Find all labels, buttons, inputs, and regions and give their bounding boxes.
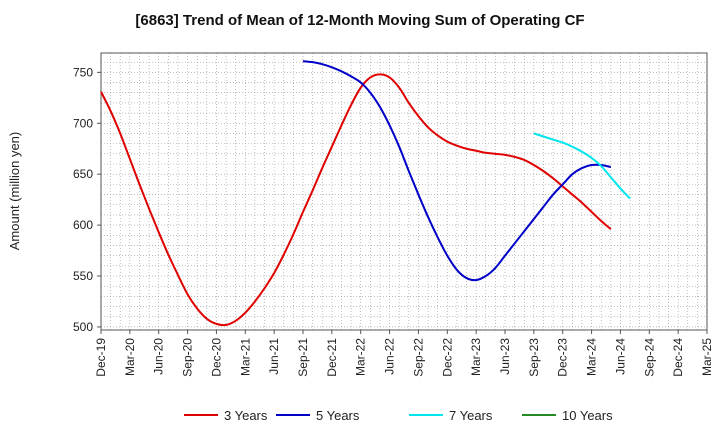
legend-label-7-years: 7 Years [449,408,493,423]
legend-label-5-years: 5 Years [316,408,360,423]
chart-title: [6863] Trend of Mean of 12-Month Moving … [135,12,585,29]
y-tick-label: 550 [73,269,93,283]
x-tick-label: Sep-21 [296,338,310,377]
x-tick-label: Dec-20 [209,338,223,377]
x-tick-label: Dec-21 [325,338,339,377]
x-tick-label: Mar-22 [354,338,368,376]
x-tick-label: Jun-21 [267,338,281,375]
legend-label-3-years: 3 Years [224,408,268,423]
x-tick-label: Mar-25 [700,338,714,376]
series-layer [100,60,631,327]
x-tick-label: Dec-23 [556,338,570,377]
series-line-3-years [100,73,612,327]
x-tick-label: Jun-20 [152,338,166,375]
legend-label-10-years: 10 Years [562,408,613,423]
series-line-7-years [533,132,631,200]
series-line-5-years [302,60,612,282]
y-tick-label: 700 [73,116,93,130]
y-tick-label: 750 [73,65,93,79]
x-tick-label: Sep-22 [411,338,425,377]
y-tick-label: 500 [73,320,93,334]
grid [101,53,707,330]
x-tick-label: Mar-21 [238,338,252,376]
x-tick-label: Mar-23 [469,338,483,376]
x-tick-label: Jun-22 [383,338,397,375]
y-tick-label: 650 [73,167,93,181]
x-tick-label: Sep-23 [527,338,541,377]
x-tick-label: Mar-24 [585,338,599,376]
plot-frame [100,52,708,331]
y-axis-ticks: 500 550 600 650 700 750 [73,65,101,334]
legend: 3 Years 5 Years 7 Years 10 Years [184,408,613,423]
x-tick-label: Jun-24 [613,338,627,375]
x-tick-label: Dec-19 [94,338,108,377]
y-tick-label: 600 [73,218,93,232]
y-axis-title: Amount (million yen) [7,132,22,251]
x-axis-ticks: Dec-19 Mar-20 Jun-20 Sep-20 Dec-20 Mar-21 Jun-… [94,330,714,377]
x-tick-label: Dec-22 [440,338,454,377]
x-tick-label: Sep-24 [642,338,656,377]
x-tick-label: Mar-20 [123,338,137,376]
x-tick-label: Sep-20 [181,338,195,377]
x-tick-label: Dec-24 [671,338,685,377]
x-tick-label: Jun-23 [498,338,512,375]
